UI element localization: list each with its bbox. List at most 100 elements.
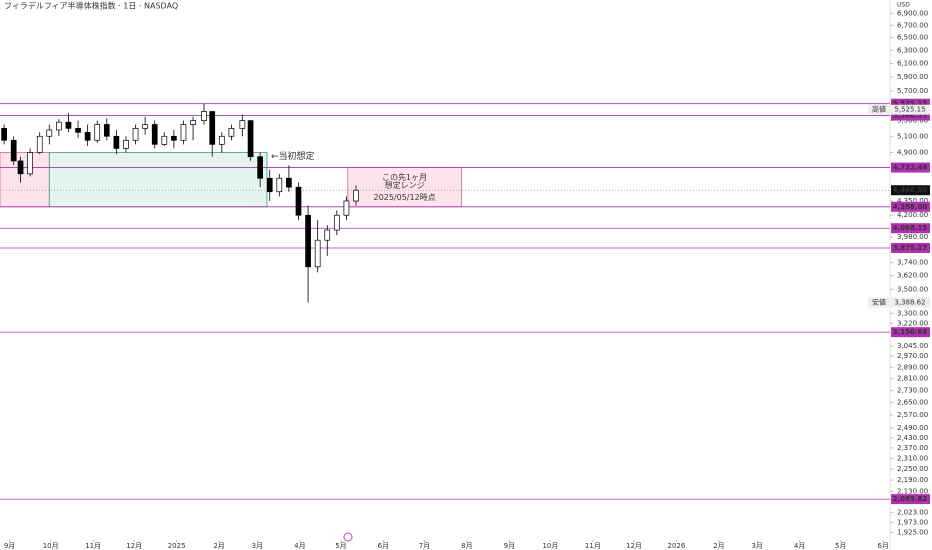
y-tick-label: 2,250.00 [897,465,928,473]
x-tick-label: 7月 [419,542,430,550]
candle-body [201,111,207,121]
y-tick-label: 3,620.00 [897,272,928,280]
zone-annotation: ←当初想定 [271,150,315,162]
x-tick-label: 10月 [43,542,59,550]
last-price-badge [891,185,930,196]
y-tick-label: 6,700.00 [897,21,928,29]
candle-body [257,156,264,179]
x-tick-label: 6月 [378,542,389,550]
chart-title: フィラデルフィア半導体株指数 · 1日 · NASDAQ [4,1,178,11]
candle-body [84,131,91,141]
x-tick-label: 6月 [877,542,888,550]
y-tick-label: 2,650.00 [897,399,928,407]
candle-body [1,128,7,141]
candle-body [180,124,187,141]
y-tick-label: 6,300.00 [897,46,928,54]
x-tick-label: 4月 [294,542,305,550]
zones [0,152,462,208]
candle-body [353,189,359,202]
currency: USD [897,2,910,9]
y-tick-label: 3,220.00 [897,319,928,327]
candle-body [56,121,62,131]
x-tick-label: 3月 [751,542,762,550]
candle-body [190,120,196,125]
y-tick-label: 2,810.00 [897,375,928,383]
last-price-label: 4,466.50 [893,186,928,194]
level-badge [891,242,930,253]
y-tick-label: 5,900.00 [897,73,928,81]
x-tick-label: 2026 [667,542,685,550]
extreme-value: 5,525.15 [894,106,925,114]
y-tick-label: 2,570.00 [897,411,928,419]
candle-body [209,111,216,145]
y-tick-label: 6,100.00 [897,59,928,67]
candle-body [305,214,311,268]
candle-body [17,160,24,175]
level-label: 3,875.17 [893,244,928,252]
y-tick-label: 2,190.00 [897,476,928,484]
candle-body [36,135,43,153]
candle-body [161,135,168,145]
event-icon[interactable] [343,532,353,542]
candle-body [343,200,350,216]
x-tick-label: 5月 [335,542,346,550]
candle-body [266,177,273,193]
y-tick-label: 1,973.00 [897,519,928,527]
level-label: 3,150.68 [893,328,928,336]
y-tick-label: 4,200.00 [897,211,928,219]
extreme-label: 高値 [872,105,886,114]
x-tick-label: 9月 [4,542,15,550]
y-tick-label: 1,925.00 [897,529,928,537]
candle-body [75,128,81,133]
x-tick-label: 2025 [168,542,186,550]
candle-body [27,152,33,175]
x-tick-label: 2月 [713,542,724,550]
y-tick-label: 5,100.00 [897,132,928,140]
zone-text: この先1ヶ月 [382,172,427,182]
candle-body [276,177,283,193]
extreme-value: 3,388.62 [894,299,925,307]
level-badge [891,110,930,121]
x-tick-label: 2月 [213,542,224,550]
y-tick-label: 4,350.00 [897,197,928,205]
x-tick-label: 3月 [252,542,263,550]
y-tick-label: 2,490.00 [897,424,928,432]
candle-body [286,177,292,188]
y-tick-label: 6,500.00 [897,34,928,42]
x-tick-label: 10月 [542,542,558,550]
level-label: 4,288.00 [893,203,928,211]
y-tick-label: 4,900.00 [897,149,928,157]
y-tick-label: 2,430.00 [897,434,928,442]
level-label: 4,068.15 [893,224,928,232]
level-label: 4,722.48 [893,164,928,172]
x-tick-label: 4月 [794,542,805,550]
extreme-label: 安値 [872,298,886,307]
candle-body [151,124,158,145]
level-badge [891,327,930,338]
y-tick-label: 2,130.00 [897,487,928,495]
candle-body [10,139,17,162]
x-tick-label: 11月 [585,542,601,550]
y-tick-label: 3,980.00 [897,233,928,241]
candle-body [113,135,120,149]
candle-body [239,120,246,129]
y-tick-label: 3,500.00 [897,285,928,293]
level-badge [891,201,930,212]
y-tick-label: 3,045.00 [897,342,928,350]
level-label: 5,366.37 [893,112,928,120]
extreme-value-badge [891,297,930,308]
candle-body [228,128,235,137]
y-tick-label: 2,890.00 [897,363,928,371]
range-zone [0,152,50,208]
y-tick-label: 3,300.00 [897,309,928,317]
x-tick-label: 12月 [626,542,642,550]
x-tick-label: 9月 [504,542,515,550]
candle-body [324,229,331,241]
candle-body [46,129,53,137]
x-tick-label: 8月 [461,542,472,550]
x-tick-label: 12月 [126,542,142,550]
candle-body [65,121,72,129]
level-label: 2,089.82 [893,495,928,503]
candle-body [171,135,177,141]
